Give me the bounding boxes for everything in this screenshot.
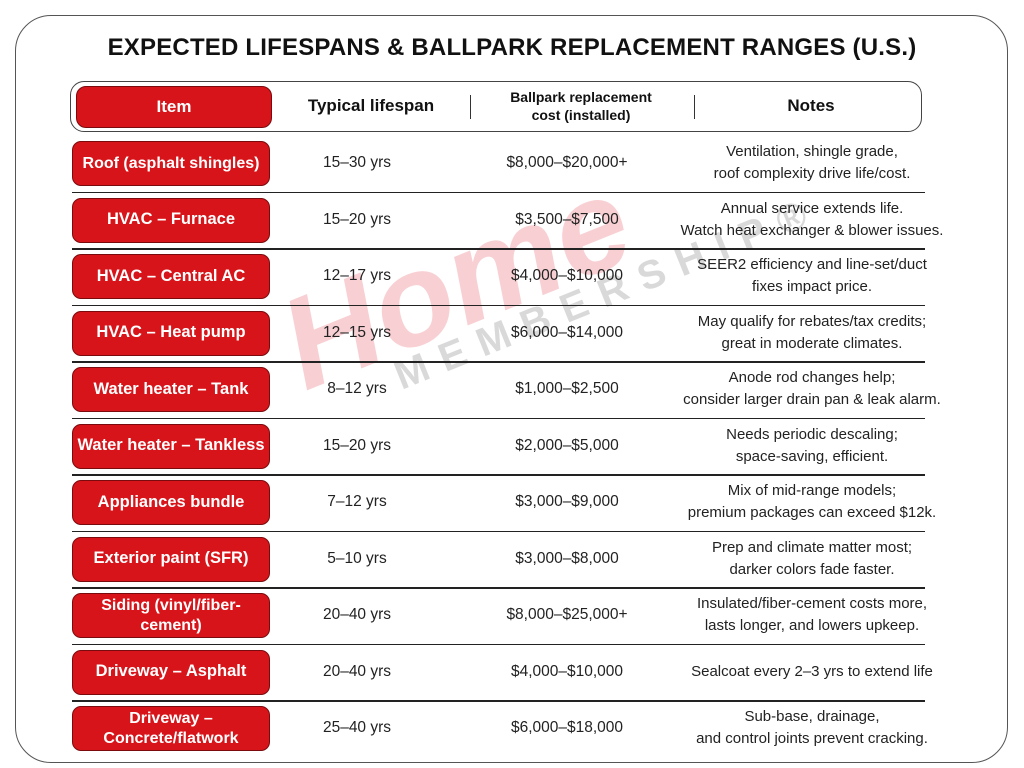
table-row: Appliances bundle 7–12 yrs $3,000–$9,000… — [72, 476, 936, 532]
header-divider — [694, 95, 695, 119]
row-divider — [72, 361, 925, 363]
notes-line2: darker colors fade faster. — [729, 560, 895, 578]
header-notes: Notes — [787, 96, 835, 115]
notes-cell: Prep and climate matter most; darker colo… — [652, 533, 972, 585]
notes-line1: Ventilation, shingle grade, — [726, 143, 898, 161]
notes-line1: Insulated/fiber-cement costs more, — [696, 595, 928, 613]
lifespan-cell: 25–40 yrs — [322, 719, 392, 736]
table-row: Roof (asphalt shingles) 15–30 yrs $8,000… — [72, 137, 925, 193]
page-title: EXPECTED LIFESPANS & BALLPARK REPLACEMEN… — [107, 34, 917, 61]
notes-line2: space-saving, efficient. — [735, 447, 889, 465]
row-divider — [72, 248, 925, 250]
notes-cell: May qualify for rebates/tax credits; grea… — [652, 307, 972, 359]
table-row: Water heater – Tankless 15–20 yrs $2,000… — [72, 420, 925, 476]
cost-cell: $4,000–$10,000 — [510, 267, 624, 284]
cost-cell: $4,000–$10,000 — [510, 662, 624, 680]
notes-line2: roof complexity drive life/cost. — [713, 165, 911, 182]
notes-line2: lasts longer, and lowers upkeep. — [704, 617, 920, 634]
notes-line2: Watch heat exchanger & blower issues. — [680, 221, 944, 239]
notes-line1: Mix of mid-range models; — [727, 482, 897, 500]
table-row: HVAC – Furnace 15–20 yrs $3,500–$7,500 A… — [72, 194, 943, 250]
notes-line1: Annual service extends life. — [720, 199, 904, 217]
row-divider — [72, 643, 925, 645]
lifespan-cell: 15–20 yrs — [322, 210, 392, 228]
table-row: Driveway – Concrete/flatwork 25–40 yrs $… — [72, 702, 928, 758]
header-lifespan: Typical lifespan — [307, 96, 435, 115]
table-row: HVAC – Heat pump 12–15 yrs $6,000–$14,00… — [72, 307, 926, 363]
notes-cell: Ventilation, shingle grade, roof complexi… — [652, 137, 972, 189]
item-label: Driveway – Concrete/flatwork — [72, 706, 270, 751]
notes-cell: SEER2 efficiency and line-set/duct fixes … — [652, 250, 972, 302]
item-label: HVAC – Central AC — [72, 254, 270, 299]
lifespan-cell: 12–15 yrs — [322, 323, 392, 341]
cost-cell: $3,000–$8,000 — [515, 549, 619, 567]
row-divider — [72, 191, 925, 193]
notes-cell: Anode rod changes help; consider larger d… — [652, 363, 972, 415]
lifespan-cell: 20–40 yrs — [322, 606, 392, 623]
notes-line2: and control joints prevent cracking. — [696, 730, 928, 747]
cost-cell: $6,000–$18,000 — [510, 719, 624, 736]
notes-line2: fixes impact price. — [751, 278, 873, 295]
cost-cell: $8,000–$25,000+ — [506, 606, 628, 623]
lifespan-cell: 5–10 yrs — [327, 549, 387, 567]
table-row: Exterior paint (SFR) 5–10 yrs $3,000–$8,… — [72, 533, 925, 589]
row-divider — [72, 304, 925, 306]
item-label: Water heater – Tankless — [72, 423, 270, 469]
notes-line1: Sub-base, drainage, — [744, 708, 880, 726]
notes-line1: Sealcoat every 2–3 yrs to extend life — [691, 662, 933, 680]
header-divider — [470, 95, 471, 119]
header-cost: Ballpark replacement cost (installed) — [476, 82, 686, 130]
notes-line1: May qualify for rebates/tax credits; — [697, 312, 927, 330]
notes-line2: great in moderate climates. — [721, 334, 903, 352]
notes-cell: Annual service extends life. Watch heat e… — [652, 194, 972, 246]
lifespan-cell: 20–40 yrs — [322, 662, 392, 680]
notes-cell: Sub-base, drainage, and control joints pr… — [652, 702, 972, 754]
notes-cell: Insulated/fiber-cement costs more, lasts … — [652, 589, 972, 641]
item-label: Exterior paint (SFR) — [72, 536, 270, 582]
lifespan-cell: 12–17 yrs — [322, 267, 392, 284]
lifespan-cell: 7–12 yrs — [327, 493, 387, 510]
item-label: HVAC – Furnace — [72, 197, 270, 243]
item-label: Roof (asphalt shingles) — [72, 141, 270, 186]
item-label: Driveway – Asphalt — [72, 649, 270, 695]
cost-cell: $6,000–$14,000 — [510, 323, 624, 341]
notes-line1: Prep and climate matter most; — [711, 538, 913, 556]
item-label: Appliances bundle — [72, 480, 270, 525]
notes-line1: Needs periodic descaling; — [726, 425, 898, 443]
item-label: HVAC – Heat pump — [72, 310, 270, 356]
row-divider — [72, 530, 925, 532]
row-divider — [72, 700, 925, 702]
cost-cell: $2,000–$5,000 — [515, 436, 619, 454]
notes-line2: premium packages can exceed $12k. — [687, 504, 937, 521]
table-header: Item Typical lifespan Ballpark replaceme… — [70, 81, 922, 132]
item-label: Siding (vinyl/fiber-cement) — [72, 593, 270, 638]
notes-cell: Sealcoat every 2–3 yrs to extend life — [652, 646, 972, 698]
notes-cell: Mix of mid-range models; premium packages… — [652, 476, 972, 528]
row-divider — [72, 587, 925, 589]
cost-cell: $3,000–$9,000 — [515, 493, 619, 510]
table-row: HVAC – Central AC 12–17 yrs $4,000–$10,0… — [72, 250, 927, 306]
lifespan-cell: 15–30 yrs — [322, 154, 392, 171]
header-cost-line2: cost (installed) — [531, 107, 631, 123]
cost-cell: $8,000–$20,000+ — [506, 154, 628, 171]
lifespan-cell: 15–20 yrs — [322, 436, 392, 454]
item-label: Water heater – Tank — [72, 367, 270, 412]
cost-cell: $1,000–$2,500 — [515, 380, 619, 397]
outer-frame — [15, 15, 1008, 763]
lifespan-cell: 8–12 yrs — [327, 380, 387, 397]
table-row: Siding (vinyl/fiber-cement) 20–40 yrs $8… — [72, 589, 927, 645]
row-divider — [72, 474, 925, 476]
row-divider — [72, 417, 925, 419]
notes-line1: SEER2 efficiency and line-set/duct — [697, 256, 927, 274]
table-row: Water heater – Tank 8–12 yrs $1,000–$2,5… — [72, 363, 941, 419]
cost-cell: $3,500–$7,500 — [515, 210, 619, 228]
notes-line1: Anode rod changes help; — [728, 369, 896, 387]
header-item: Item — [76, 86, 272, 128]
header-cost-line1: Ballpark replacement — [510, 88, 652, 105]
table-row: Driveway – Asphalt 20–40 yrs $4,000–$10,… — [72, 646, 933, 702]
notes-line2: consider larger drain pan & leak alarm. — [683, 391, 941, 408]
notes-cell: Needs periodic descaling; space-saving, e… — [652, 420, 972, 472]
